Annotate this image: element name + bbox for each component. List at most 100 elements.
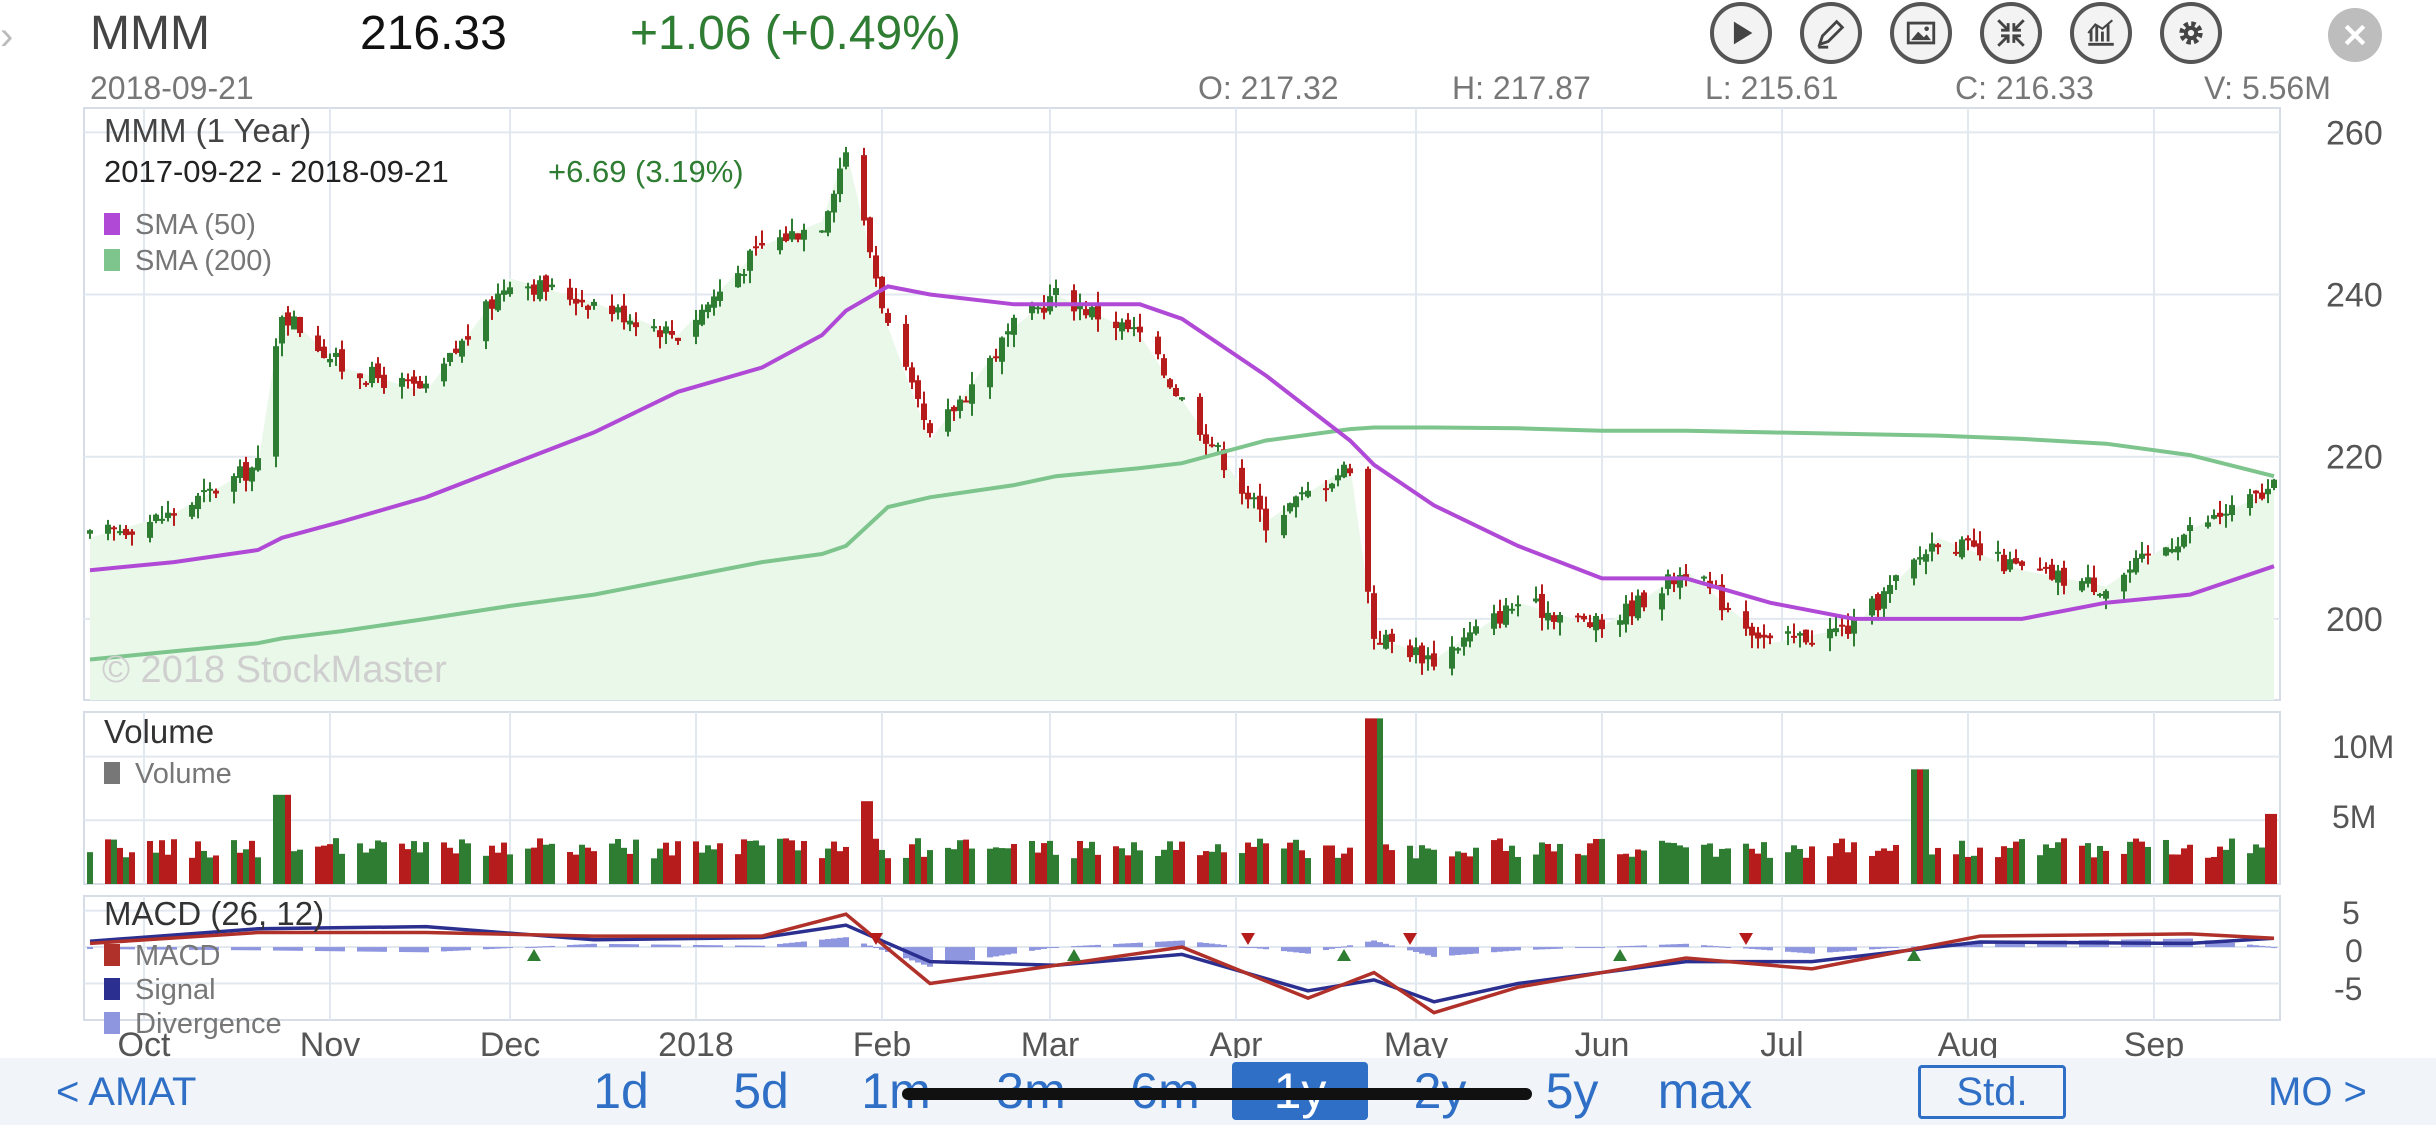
volume-bar <box>945 847 951 884</box>
divergence-bar <box>279 947 285 951</box>
price-area <box>90 148 2274 700</box>
candle-body <box>459 340 465 357</box>
divergence-bar <box>1701 945 1707 948</box>
sell-marker <box>1403 933 1417 946</box>
divergence-bar <box>1581 947 1587 949</box>
divergence-bar <box>1383 943 1389 948</box>
candle-body <box>321 346 327 358</box>
divergence-bar <box>549 945 555 948</box>
volume-bar <box>1461 852 1467 884</box>
volume-bar <box>291 851 297 884</box>
divergence-bar <box>159 947 165 950</box>
signal-legend-swatch <box>104 978 120 1000</box>
divergence-bar <box>1473 947 1479 954</box>
volume-bar <box>105 839 111 884</box>
divergence-bar <box>1419 947 1425 954</box>
candle-body <box>1041 307 1047 313</box>
std-button[interactable]: Std. <box>1918 1065 2066 1119</box>
range-5y[interactable]: 5y <box>1545 1063 1599 1119</box>
stock-chart[interactable]: © 2018 StockMaster MMM (1 Year) 2017-09-… <box>0 0 2436 1060</box>
candle-body <box>1071 290 1077 312</box>
gear-icon[interactable] <box>2160 2 2222 64</box>
volume-bar <box>459 839 465 884</box>
range-1d[interactable]: 1d <box>593 1063 649 1119</box>
candle-body <box>1665 574 1671 589</box>
volume-bar <box>381 842 387 884</box>
volume-bar <box>1125 855 1131 884</box>
divergence-bar <box>1575 947 1581 949</box>
play-icon[interactable] <box>1710 2 1772 64</box>
volume-ytick-5m: 5M <box>2332 799 2376 835</box>
candle-body <box>567 287 573 300</box>
volume-bar <box>1341 853 1347 884</box>
divergence-bar <box>483 947 489 950</box>
candle-body <box>1215 445 1221 448</box>
volume-bar <box>1551 851 1557 884</box>
divergence-bar <box>1083 945 1089 948</box>
divergence-bar <box>2223 942 2229 948</box>
candle-body <box>501 290 507 295</box>
divergence-bar <box>783 943 789 948</box>
candle-body <box>1341 464 1347 478</box>
range-max[interactable]: max <box>1657 1063 1753 1119</box>
volume-bar <box>1971 855 1977 884</box>
candle-body <box>453 348 459 353</box>
prev-symbol-link[interactable]: < AMAT <box>56 1070 197 1114</box>
divergence-bar <box>465 947 471 951</box>
volume-bar <box>1329 845 1335 884</box>
volume-bar <box>1077 840 1083 884</box>
divergence-bar <box>147 947 153 950</box>
divergence-bar <box>249 947 255 951</box>
volume-bar <box>1473 847 1479 884</box>
divergence-bar <box>171 947 177 950</box>
volume-bar <box>1251 846 1257 884</box>
divergence-bar <box>1995 941 2001 948</box>
chart-type-icon[interactable] <box>2070 2 2132 64</box>
compress-arrows-icon[interactable] <box>1980 2 2042 64</box>
volume-bar <box>1173 850 1179 884</box>
divergence-bar <box>369 947 375 952</box>
divergence-bar <box>381 947 387 952</box>
divergence-bar <box>663 944 669 948</box>
candle-body <box>411 376 417 384</box>
macd-panel: MACD (26, 12) MACD Signal Divergence 5 0… <box>83 895 2363 1040</box>
volume-bar <box>783 838 789 884</box>
volume-bar <box>795 850 801 884</box>
divergence-bar <box>1161 941 1167 948</box>
divergence-bar <box>129 947 135 950</box>
candle-body <box>2061 567 2067 586</box>
candle-body <box>1011 317 1017 335</box>
volume-bar <box>1071 858 1077 884</box>
candle-body <box>1755 632 1761 639</box>
range-5d[interactable]: 5d <box>733 1063 789 1119</box>
divergence-bar <box>741 945 747 948</box>
divergence-bar <box>1665 944 1671 948</box>
volume-bar <box>1377 718 1383 884</box>
candle-body <box>315 335 321 352</box>
divergence-bar <box>1491 947 1497 953</box>
divergence-bar <box>243 947 249 951</box>
candle-body <box>1419 645 1425 664</box>
divergence-bar <box>1719 946 1725 948</box>
divergence-bar <box>1125 943 1131 948</box>
candle-body <box>2253 490 2259 494</box>
side-chevron-icon[interactable]: › <box>0 14 14 58</box>
price-change: +1.06 (+0.49%) <box>630 7 961 60</box>
volume-bar <box>591 851 597 884</box>
volume-bar <box>1053 854 1059 884</box>
divergence-bar <box>1629 945 1635 948</box>
divergence-bar <box>453 947 459 951</box>
volume-bar <box>1497 838 1503 884</box>
divergence-bar <box>447 947 453 952</box>
divergence-bar <box>1551 947 1557 949</box>
picture-icon[interactable] <box>1890 2 1952 64</box>
divergence-bar <box>579 944 585 948</box>
divergence-bar <box>1851 947 1857 951</box>
volume-bar <box>507 854 513 884</box>
next-symbol-link[interactable]: MO > <box>2268 1070 2367 1114</box>
draw-pencil-icon[interactable] <box>1800 2 1862 64</box>
divergence-bar <box>357 947 363 952</box>
candle-body <box>1431 653 1437 667</box>
candle-body <box>2013 558 2019 564</box>
close-icon[interactable] <box>2328 8 2382 62</box>
